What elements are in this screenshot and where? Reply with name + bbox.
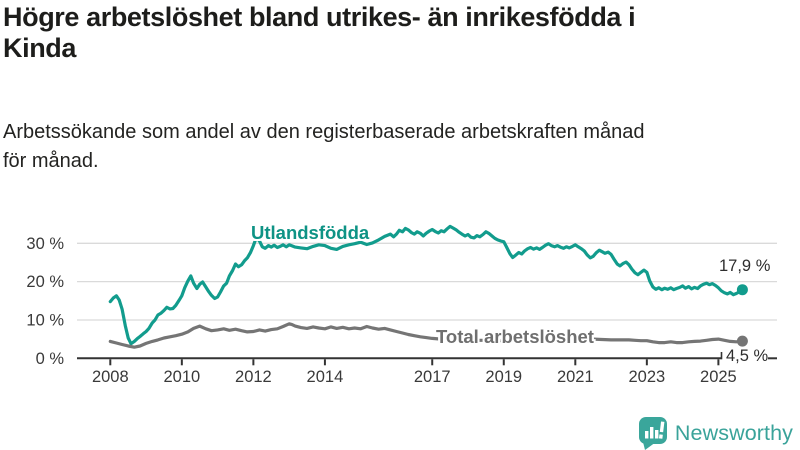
- logo-bar-3: [654, 430, 659, 439]
- series-label-total-arbetsloshet: Total arbetslöshet: [436, 326, 594, 347]
- chart-subtitle-line2: för månad.: [3, 150, 99, 172]
- newsworthy-logo-text: Newsworthy: [674, 421, 793, 445]
- logo-bar-2: [649, 427, 654, 439]
- y-axis-label: 10 %: [26, 311, 64, 329]
- chart-subtitle: Arbetssökande som andel av den registerb…: [3, 118, 645, 176]
- x-axis-label: 2008: [92, 368, 129, 386]
- chart-title-line1: Högre arbetslöshet bland utrikes- än inr…: [3, 2, 636, 32]
- x-axis-label: 2021: [557, 368, 594, 386]
- newsworthy-logo-icon: [638, 417, 667, 450]
- x-axis-label: 2010: [163, 368, 200, 386]
- end-value-utlandsfodda: 17,9 %: [719, 257, 771, 275]
- newsworthy-logo: Newsworthy: [638, 416, 793, 450]
- x-axis-label: 2025: [700, 368, 737, 386]
- x-axis-label: 2012: [235, 368, 272, 386]
- series-end-dot-1: [736, 335, 748, 347]
- series-line-0: [108, 224, 745, 346]
- x-axis-label: 2014: [307, 368, 344, 386]
- x-axis-label: 2017: [414, 368, 451, 386]
- series-line-1: [108, 322, 745, 349]
- end-value-total-arbetsloshet: 4,5 %: [726, 347, 769, 365]
- y-axis-label: 20 %: [26, 273, 64, 291]
- y-axis-label: 30 %: [26, 235, 64, 253]
- series-label-utlandsfodda: Utlandsfödda: [251, 222, 370, 243]
- x-axis-label: 2023: [628, 368, 665, 386]
- x-axis-label: 2019: [485, 368, 522, 386]
- chart-subtitle-line1: Arbetssökande som andel av den registerb…: [3, 121, 645, 143]
- series-end-dot-0: [736, 284, 748, 296]
- chart-title-line2: Kinda: [3, 33, 77, 63]
- logo-exclamation: [658, 421, 665, 439]
- logo-bar-1: [644, 431, 649, 439]
- chart-title: Högre arbetslöshet bland utrikes- än inr…: [3, 2, 636, 64]
- y-axis-label: 0 %: [36, 350, 65, 368]
